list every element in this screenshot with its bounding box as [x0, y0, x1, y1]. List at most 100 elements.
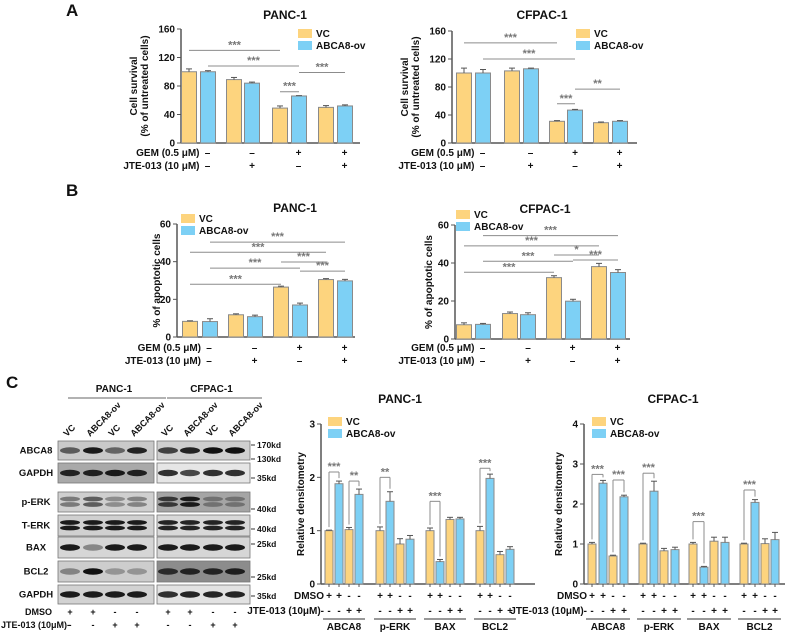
significance-label: **: [350, 470, 359, 482]
legend-label: ABCA8-ov: [474, 222, 524, 233]
treatment-sign: –: [252, 343, 258, 354]
blot-band: [83, 568, 103, 575]
blot-band: [203, 520, 223, 525]
y-tick-label: 4: [572, 420, 578, 431]
treatment-sign: -: [114, 607, 117, 617]
significance-label: ***: [589, 249, 603, 261]
marker-label: 35kd: [257, 473, 276, 483]
y-tick-label: 1: [309, 526, 315, 537]
significance-label: ***: [504, 32, 518, 44]
treatment-sign: +: [326, 591, 332, 602]
blot-band: [158, 447, 178, 454]
chart-b-cfpac: CFPAC-1 % of apoptotic cells 0 20 40 60 VCABCA…: [398, 202, 630, 367]
marker-label: 35kd: [257, 591, 276, 601]
bar-vc: [395, 543, 405, 585]
blot-band: [158, 520, 178, 525]
bar-vc: [375, 530, 385, 585]
treatment-label: JTE-013 (10 μM): [398, 356, 474, 367]
bar-vc: [549, 120, 565, 144]
blot-band: [203, 496, 223, 502]
treatment-sign: –: [296, 161, 302, 172]
treatment-sign: +: [252, 356, 258, 367]
chart-title: CFPAC-1: [519, 202, 570, 216]
bar-abca8-ov: [567, 109, 583, 144]
bar-abca8-ov: [720, 541, 730, 585]
blot-band: [180, 568, 200, 575]
treatment-sign: +: [617, 148, 623, 159]
blot-band: [105, 447, 125, 454]
bar-vc: [181, 71, 197, 144]
blot-band: [83, 447, 103, 454]
treatment-sign: +: [210, 620, 215, 630]
blot-strip: [156, 514, 251, 537]
blot-band: [127, 591, 147, 598]
y-tick-label: 1: [572, 540, 578, 551]
blot-band: [225, 591, 245, 598]
treatment-sign: -: [458, 591, 461, 602]
y-tick-label: 2: [309, 473, 315, 484]
treatment-sign: +: [397, 606, 403, 617]
treatment-sign: –: [480, 356, 486, 367]
treatment-sign: -: [438, 606, 441, 617]
y-axis-label: % of apoptotic cells: [152, 233, 163, 327]
treatment-label: DMSO: [557, 591, 587, 602]
bar-abca8-ov: [565, 300, 581, 340]
treatment-sign: +: [762, 606, 768, 617]
blot-band: [180, 591, 200, 598]
treatment-sign: –: [525, 343, 531, 354]
treatment-sign: –: [249, 148, 255, 159]
blot-band: [127, 469, 147, 477]
significance-label: ***: [612, 469, 626, 481]
significance-label: ***: [271, 231, 285, 243]
blot-band: [83, 502, 103, 507]
blot-row-label: BCL2: [24, 567, 49, 578]
lane-label: VC: [159, 422, 175, 438]
treatment-sign: +: [342, 343, 348, 354]
cell-line-header: PANC-1: [96, 384, 133, 395]
blot-band: [60, 496, 80, 502]
bar-vc: [272, 107, 288, 144]
blot-band: [127, 544, 147, 551]
treatment-sign: -: [408, 591, 411, 602]
treatment-sign: -: [337, 606, 340, 617]
blot-row-label: GAPDH: [19, 590, 53, 601]
treatment-sign: +: [346, 606, 352, 617]
y-tick-label: 0: [572, 580, 578, 591]
treatment-sign: -: [691, 606, 694, 617]
legend-swatch-abca8-ov: [181, 226, 195, 235]
bar-vc: [182, 320, 198, 338]
significance-label: ***: [429, 490, 443, 502]
treatment-sign: -: [398, 591, 401, 602]
treatment-sign: -: [136, 607, 139, 617]
legend-label: VC: [610, 417, 624, 428]
y-tick-label: 3: [572, 460, 578, 471]
legend-swatch-abca8-ov: [592, 429, 606, 438]
blot-band: [225, 502, 245, 507]
bar-vc: [504, 70, 520, 144]
bar-vc: [688, 543, 698, 585]
bar-abca8-ov: [475, 72, 491, 144]
significance-label: ***: [252, 241, 266, 253]
treatment-sign: +: [507, 606, 513, 617]
treatment-sign: -: [69, 620, 72, 630]
legend-swatch-vc: [576, 29, 590, 38]
significance-label: ***: [743, 479, 757, 491]
panel-label-a: A: [66, 1, 78, 20]
y-axis-label: Cell survival: [129, 56, 140, 115]
treatment-sign: +: [672, 606, 678, 617]
treatment-sign: -: [508, 591, 511, 602]
blot-band: [180, 447, 200, 454]
blot-band: [203, 568, 223, 575]
bar-abca8-ov: [612, 120, 628, 144]
significance-label: ***: [692, 511, 706, 523]
blot-band: [127, 447, 147, 454]
chart-title: PANC-1: [273, 201, 317, 215]
treatment-label: JTE-013 (10μM)-: [510, 606, 587, 617]
blot-band: [127, 525, 147, 531]
marker-label: 40kd: [257, 504, 276, 514]
legend-label: ABCA8-ov: [316, 41, 366, 52]
treatment-sign: -: [357, 591, 360, 602]
treatment-sign: +: [296, 148, 302, 159]
blot-band: [180, 469, 200, 477]
